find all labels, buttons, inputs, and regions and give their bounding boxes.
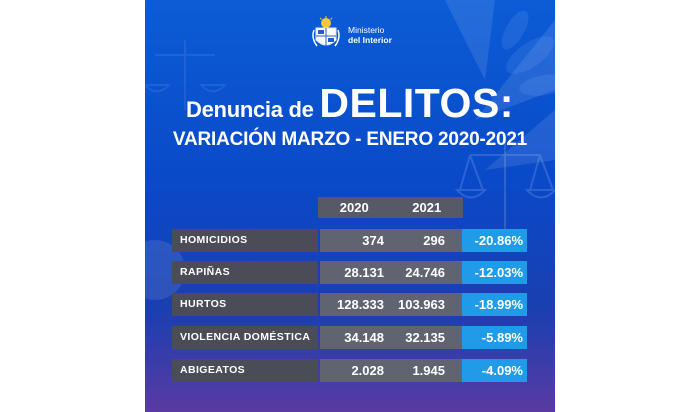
headline-subtitle: VARIACIÓN MARZO - ENERO 2020-2021 [172, 129, 528, 150]
row-value-2021: 296 [390, 229, 462, 252]
headline-emphasis: DELITOS: [319, 80, 514, 126]
headline-prefix: Denuncia de [186, 97, 320, 122]
row-value-2021: 103.963 [390, 293, 462, 316]
row-change: -20.86% [462, 229, 527, 252]
row-value-2021: 24.746 [390, 261, 462, 284]
row-value-2021: 32.135 [390, 326, 462, 349]
row-value-2020: 128.333 [320, 293, 390, 316]
uruguay-coat-of-arms-icon [312, 16, 340, 47]
background-decoration [145, 0, 555, 300]
ministry-name: Ministerio del Interior [348, 25, 392, 45]
scales-of-justice-icon [454, 140, 555, 231]
headline: Denuncia de DELITOS: [145, 80, 555, 127]
row-label: RAPIÑAS [172, 261, 318, 284]
infographic: Ministerio del Interior Denuncia de DELI… [145, 0, 555, 412]
column-header-2020: 2020 [339, 200, 369, 215]
table-row-hurtos: HURTOS 128.333 103.963 -18.99% [172, 293, 527, 316]
column-header-2021: 2021 [412, 200, 442, 215]
row-value-2020: 28.131 [320, 261, 390, 284]
table-row-abigeatos: ABIGEATOS 2.028 1.945 -4.09% [172, 359, 527, 382]
row-label: HOMICIDIOS [172, 229, 318, 252]
row-change: -4.09% [462, 359, 527, 382]
row-change: -18.99% [462, 293, 527, 316]
row-change: -12.03% [462, 261, 527, 284]
row-value-2021: 1.945 [390, 359, 462, 382]
row-label: HURTOS [172, 293, 318, 316]
row-value-2020: 2.028 [320, 359, 390, 382]
row-value-2020: 34.148 [320, 326, 390, 349]
table-row-homicidios: HOMICIDIOS 374 296 -20.86% [172, 229, 527, 252]
row-value-2020: 374 [320, 229, 390, 252]
table-header: 2020 2021 [318, 197, 463, 218]
row-change: -5.89% [462, 326, 527, 349]
ministry-name-line1: Ministerio [348, 25, 385, 35]
ministry-logo: Ministerio del Interior [311, 14, 406, 54]
ministry-name-line2: del Interior [348, 34, 392, 45]
row-label: VIOLENCIA DOMÉSTICA [172, 326, 318, 349]
table-row-rapinas: RAPIÑAS 28.131 24.746 -12.03% [172, 261, 527, 284]
row-label: ABIGEATOS [172, 359, 318, 382]
table-row-violencia-domestica: VIOLENCIA DOMÉSTICA 34.148 32.135 -5.89% [172, 326, 527, 349]
